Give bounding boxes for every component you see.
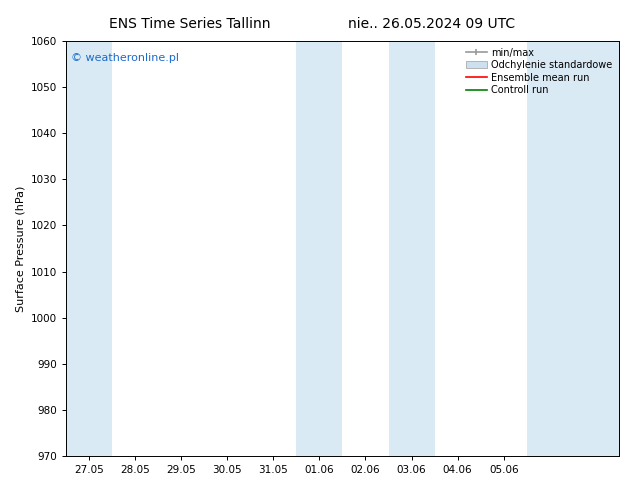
Y-axis label: Surface Pressure (hPa): Surface Pressure (hPa)	[15, 185, 25, 312]
Bar	[573, 41, 619, 456]
Text: © weatheronline.pl: © weatheronline.pl	[72, 53, 179, 64]
Bar	[527, 41, 573, 456]
Bar	[296, 41, 342, 456]
Legend: min/max, Odchylenie standardowe, Ensemble mean run, Controll run: min/max, Odchylenie standardowe, Ensembl…	[463, 46, 614, 97]
Bar	[66, 41, 112, 456]
Text: nie.. 26.05.2024 09 UTC: nie.. 26.05.2024 09 UTC	[347, 17, 515, 31]
Text: ENS Time Series Tallinn: ENS Time Series Tallinn	[110, 17, 271, 31]
Bar	[389, 41, 435, 456]
